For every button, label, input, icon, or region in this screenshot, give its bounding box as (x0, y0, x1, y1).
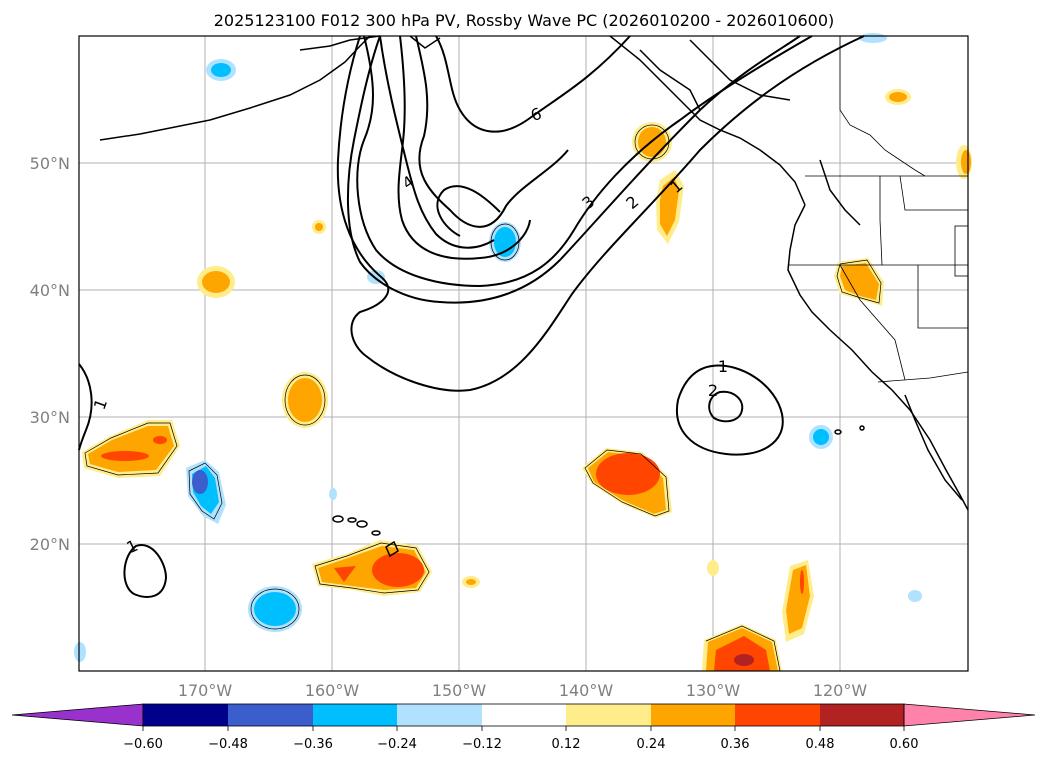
colorbar-extend-high (903, 703, 1036, 727)
colorbar-segment (143, 704, 228, 726)
pv-contour-2 (346, 35, 801, 304)
us-west-coast (787, 204, 969, 511)
pv-contour-2-east (708, 390, 744, 423)
colorbar-tick-label: −0.12 (462, 737, 502, 752)
colorbar-segment (651, 704, 735, 726)
positive-anomalies (82, 89, 972, 671)
longitude-labels: 170°W 160°W 150°W 140°W 130°W 120°W (178, 681, 868, 700)
colorbar-segment (566, 704, 651, 726)
lon-label: 150°W (432, 681, 487, 700)
coastlines (99, 35, 969, 558)
pv-contour-4 (397, 35, 531, 260)
map-background (79, 36, 968, 671)
map-panel: 6 4 3 2 1 1 2 1 1 (74, 33, 972, 672)
contour-label: 1 (718, 357, 728, 376)
pv-contour-1-east (675, 364, 784, 456)
colorbar: −0.60 −0.48 −0.36 −0.24 −0.12 0.12 0.24 … (11, 703, 1036, 752)
political-borders (788, 36, 969, 383)
baja-gulf-coast (904, 394, 963, 501)
colorbar-tick-label: 0.48 (806, 737, 835, 752)
anomaly-outlines (84, 124, 882, 672)
hawaii-big-island (385, 540, 399, 558)
lon-label: 130°W (686, 681, 741, 700)
colorbar-segment (397, 704, 482, 726)
colorbar-tick-label: 0.36 (721, 737, 750, 752)
pv-contour-5 (379, 35, 495, 249)
pv-contour-1-west (78, 363, 93, 451)
pc-anomaly-shading (74, 33, 972, 671)
colorbar-segment (482, 704, 566, 726)
lat-label: 20°N (30, 535, 70, 554)
colorbar-tick-label: −0.36 (293, 737, 333, 752)
lat-label: 40°N (30, 281, 70, 300)
colorbar-segment (313, 704, 397, 726)
colorbar-segment (820, 704, 904, 726)
pv-contours (78, 35, 865, 598)
colorbar-tick-label: −0.48 (208, 737, 248, 752)
colorbar-extend-low (11, 703, 144, 727)
pv-contour-3 (356, 35, 813, 288)
lat-label: 50°N (30, 154, 70, 173)
colorbar-ticks (142, 726, 905, 731)
colorbar-tick-label: 0.12 (552, 737, 581, 752)
pv-contour-1 (336, 35, 865, 392)
contour-label: 2 (708, 381, 718, 400)
alaska-peninsula-coast (99, 35, 371, 141)
latitude-labels: 50°N 40°N 30°N 20°N (30, 154, 70, 554)
colorbar-tick-label: −0.24 (377, 737, 417, 752)
colorbar-frame (142, 703, 905, 727)
colorbar-tick-label: −0.60 (123, 737, 163, 752)
pv-contour-1-south (123, 544, 168, 598)
lon-label: 120°W (813, 681, 868, 700)
lat-label: 30°N (30, 408, 70, 427)
map-title: 2025123100 F012 300 hPa PV, Rossby Wave … (214, 11, 835, 30)
lon-label: 170°W (178, 681, 233, 700)
lon-label: 140°W (559, 681, 614, 700)
colorbar-tick-label: 0.60 (890, 737, 919, 752)
colorbar-segment (735, 704, 820, 726)
lon-label: 160°W (305, 681, 360, 700)
map-frame (78, 35, 969, 672)
pv-contour-6 (435, 35, 631, 133)
colorbar-segment (228, 704, 313, 726)
colorbar-tick-label: 0.24 (637, 737, 666, 752)
